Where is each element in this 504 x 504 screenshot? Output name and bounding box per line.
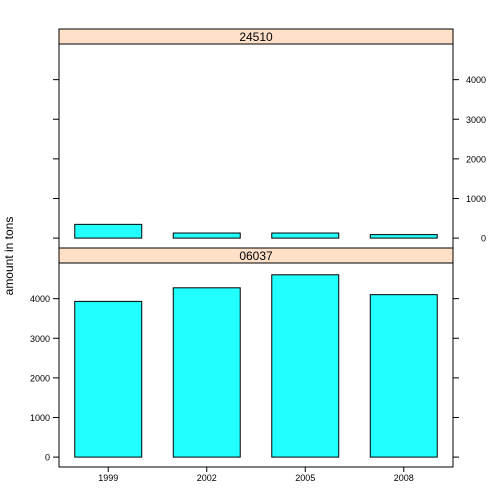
panels: 24510 0 1000 2000 3000 4000 06037 0 1000 2000 3000…	[30, 28, 486, 468]
ytick-label-06037-1000: 1000	[30, 413, 50, 423]
xtick-label-2005: 2005	[295, 473, 315, 483]
ytick-label-24510-3000: 3000	[466, 115, 486, 125]
ytick-label-06037-3000: 3000	[30, 334, 50, 344]
bar-24510-2002	[172, 232, 241, 239]
xtick-label-1999: 1999	[98, 473, 118, 483]
bar-06037-2005	[271, 274, 340, 458]
xtick-label-2002: 2002	[197, 473, 217, 483]
ytick-label-24510-4000: 4000	[466, 75, 486, 85]
strip-label-24510: 24510	[239, 30, 273, 44]
bar-06037-2002	[172, 287, 241, 458]
ytick-label-06037-4000: 4000	[30, 294, 50, 304]
bar-24510-1999	[74, 223, 143, 239]
ytick-label-06037-0: 0	[45, 453, 50, 463]
xtick-label-2008: 2008	[394, 473, 414, 483]
panel-24510: 24510 0 1000 2000 3000 4000	[53, 28, 486, 249]
panel-border-06037	[58, 262, 454, 468]
x-axis: 1999 2002 2005 2008	[98, 467, 414, 483]
strip-label-06037: 06037	[239, 249, 273, 263]
bar-24510-2008	[369, 234, 438, 239]
y-axis-label: amount in tons	[2, 217, 16, 296]
bar-06037-1999	[74, 300, 143, 458]
bar-24510-2005	[271, 232, 340, 239]
ytick-label-24510-1000: 1000	[466, 194, 486, 204]
panel-border-24510	[58, 43, 454, 249]
panel-06037: 06037 0 1000 2000 3000 4000	[30, 247, 459, 468]
bar-06037-2008	[369, 294, 438, 458]
ytick-label-06037-2000: 2000	[30, 373, 50, 383]
ytick-label-24510-0: 0	[481, 234, 486, 244]
ytick-label-24510-2000: 2000	[466, 154, 486, 164]
